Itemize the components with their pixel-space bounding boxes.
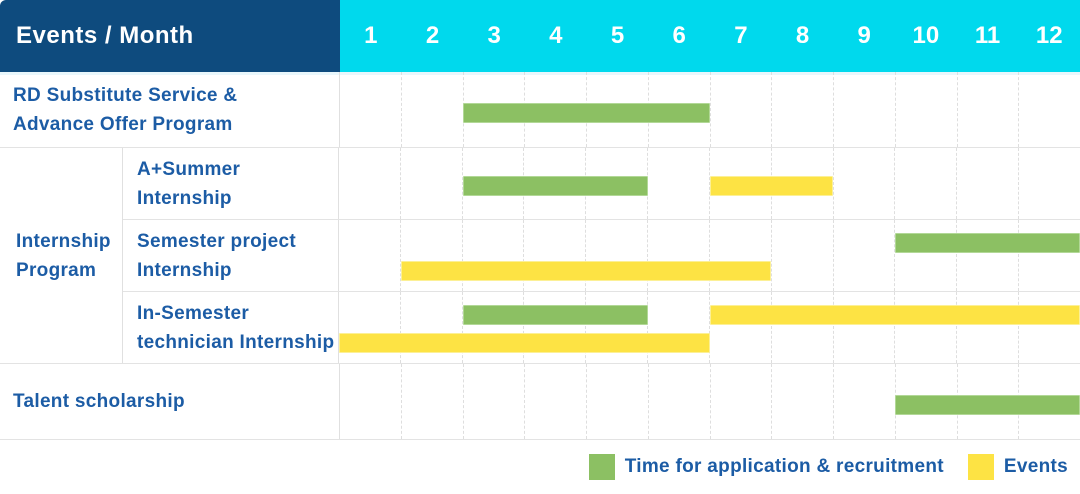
application-bar <box>462 176 648 197</box>
month-grid-column <box>585 220 647 291</box>
month-grid-column <box>770 292 833 363</box>
table-row: Semester project Internship <box>123 220 1080 292</box>
month-grid-column <box>1018 72 1080 147</box>
month-grid-column <box>770 220 833 291</box>
month-grid-column <box>647 148 709 219</box>
month-grid-column <box>833 364 895 439</box>
month-grid-column <box>894 220 956 291</box>
chart-row-semester-project <box>339 220 1080 291</box>
month-grid-column <box>832 148 895 219</box>
month-grid-column <box>462 72 525 147</box>
application-bar <box>895 394 1080 415</box>
month-grid-column <box>523 220 585 291</box>
month-header-cell: 3 <box>487 22 501 49</box>
month-header-cell: 8 <box>795 22 810 49</box>
month-header-row: 1 2 3 4 5 6 7 8 9 10 11 12 <box>340 0 1080 72</box>
month-header-cell: 5 <box>610 22 625 49</box>
month-grid-column <box>461 220 524 291</box>
month-header-cell: 4 <box>549 22 563 49</box>
events-bar <box>709 176 833 197</box>
month-grid-column <box>399 292 462 363</box>
row-label-rd-substitute: RD Substitute Service & Advance Offer Pr… <box>0 72 340 147</box>
month-grid-column <box>1018 148 1080 219</box>
application-bar <box>894 232 1080 253</box>
month-header-cell: 1 <box>364 22 378 49</box>
month-grid-column <box>832 292 895 363</box>
events-legend-label: Events <box>1003 455 1068 477</box>
legend: Time for application & recruitment Event… <box>0 440 1080 493</box>
month-grid-column <box>585 292 647 363</box>
month-grid-column <box>400 72 463 147</box>
month-grid-column <box>399 148 462 219</box>
month-grid-column <box>956 292 1018 363</box>
table-row: In-Semester technician Internship <box>123 292 1080 363</box>
table-row: Talent scholarship <box>0 364 1080 440</box>
month-header-cell: 11 <box>974 22 1001 49</box>
internship-program-group: Internship Program A+Summer Internship S… <box>0 148 1080 364</box>
row-label-in-semester: In-Semester technician Internship <box>123 292 339 363</box>
month-grid-column <box>708 148 771 219</box>
month-grid-column <box>1018 292 1080 363</box>
table-title: Events / Month <box>16 22 194 49</box>
chart-row-a-summer <box>339 148 1080 219</box>
events-bar <box>709 304 1080 325</box>
month-grid-column <box>523 292 585 363</box>
month-grid-column <box>956 72 1019 147</box>
month-grid-column <box>339 148 400 219</box>
month-header-cell: 9 <box>857 22 871 49</box>
events-bar <box>339 333 710 354</box>
application-bar <box>463 102 710 123</box>
row-label-semester-project: Semester project Internship <box>123 220 339 291</box>
application-bar <box>462 304 648 325</box>
month-grid-column <box>709 364 772 439</box>
table-row: RD Substitute Service & Advance Offer Pr… <box>0 72 1080 148</box>
month-grid-column <box>340 72 401 147</box>
month-grid-column <box>461 292 524 363</box>
month-grid-column <box>956 148 1018 219</box>
month-grid-column <box>708 292 771 363</box>
month-grid-column <box>400 364 463 439</box>
month-header-cell: 10 <box>912 22 940 49</box>
month-grid-column <box>771 72 833 147</box>
row-label-a-summer: A+Summer Internship <box>123 148 339 219</box>
month-header-cell: 2 <box>425 22 440 49</box>
events-bar <box>400 261 772 282</box>
application-legend-label: Time for application & recruitment <box>624 455 944 477</box>
month-grid-column <box>771 364 833 439</box>
month-grid-column <box>709 72 772 147</box>
month-grid-column <box>832 220 895 291</box>
month-grid-column <box>647 364 710 439</box>
month-grid-column <box>647 220 709 291</box>
month-grid-column <box>462 364 525 439</box>
row-label-talent-scholarship: Talent scholarship <box>0 364 340 439</box>
month-grid-column <box>647 292 709 363</box>
table-row: A+Summer Internship <box>123 148 1080 220</box>
month-header-cell: 7 <box>734 22 748 49</box>
month-grid-column <box>339 220 400 291</box>
month-grid-column <box>708 220 771 291</box>
month-grid-column <box>524 364 586 439</box>
month-grid-column <box>894 72 957 147</box>
month-grid-column <box>894 292 956 363</box>
month-grid-column <box>399 220 462 291</box>
chart-row-in-semester <box>339 292 1080 363</box>
month-grid-column <box>894 148 956 219</box>
group-rows: A+Summer Internship Semester project Int… <box>123 148 1080 363</box>
events-month-header-cell: Events / Month <box>0 0 340 72</box>
events-legend-swatch <box>967 453 994 480</box>
application-legend-swatch <box>588 453 615 480</box>
table-header-row: Events / Month 1 2 3 4 5 6 7 8 9 10 11 12 <box>0 0 1080 72</box>
month-grid-column <box>340 364 401 439</box>
month-header-cell: 12 <box>1035 22 1063 49</box>
month-header-cell: 6 <box>672 22 686 49</box>
group-label-internship-program: Internship Program <box>0 148 123 363</box>
month-grid-column <box>956 220 1018 291</box>
chart-row-talent-scholarship <box>340 364 1080 439</box>
chart-row-rd-substitute <box>340 72 1080 147</box>
month-grid-column <box>586 364 648 439</box>
month-grid-column <box>1018 220 1080 291</box>
month-grid-column <box>833 72 895 147</box>
month-grid-column <box>461 148 524 219</box>
